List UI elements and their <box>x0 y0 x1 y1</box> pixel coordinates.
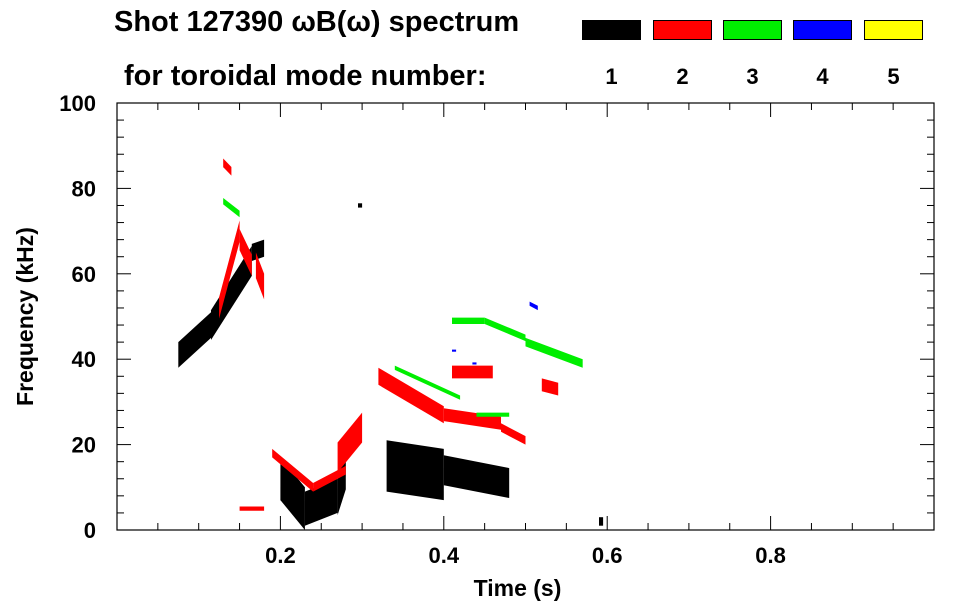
chart-title: Shot 127390 ωB(ω) spectrum <box>114 6 520 38</box>
mode-4-segment-1 <box>452 349 457 352</box>
mode-2-segment-8 <box>443 408 501 430</box>
legend-swatch-1 <box>582 20 641 40</box>
mode-3-segment-5 <box>223 198 240 218</box>
mode-3-segment-4 <box>476 412 510 417</box>
x-tick-label: 0.6 <box>592 543 623 568</box>
axis-tick-labels: 0.2 0.4 0.6 0.8 0 20 40 60 80 100 <box>59 91 786 568</box>
y-axis-label: Frequency (kHz) <box>12 227 38 406</box>
mode-2-segment-7 <box>378 367 444 424</box>
mode-2-segment-6 <box>337 412 363 473</box>
chart-subtitle: for toroidal mode number: <box>124 60 487 92</box>
mode-3-segment-3 <box>394 365 461 400</box>
y-tick-label: 80 <box>72 176 96 201</box>
y-tick-label: 100 <box>59 91 96 116</box>
mode-4-segment-0 <box>529 301 538 311</box>
mode-1-segment-6 <box>386 440 444 501</box>
y-tick-label: 0 <box>84 518 96 543</box>
legend-swatch-5 <box>864 20 923 40</box>
mode-2-segment-11 <box>541 378 559 396</box>
mode-2-segment-10 <box>452 365 493 379</box>
mode-2-segment-9 <box>501 423 526 445</box>
mode-1-segment-9 <box>599 517 604 526</box>
mode-1-segment-0 <box>178 312 211 368</box>
plot-frame <box>116 102 935 531</box>
mode-2-segment-0 <box>219 220 240 319</box>
axis-ticks <box>117 103 934 530</box>
legend-label-3: 3 <box>746 64 759 89</box>
y-tick-label: 40 <box>72 347 96 372</box>
x-tick-label: 0.2 <box>265 543 296 568</box>
legend-label-2: 2 <box>676 64 689 89</box>
legend-label-1: 1 <box>605 64 618 89</box>
x-tick-label: 0.8 <box>755 543 786 568</box>
mode-3-segment-0 <box>452 317 485 324</box>
x-axis-label: Time (s) <box>474 575 562 601</box>
mode-1-segment-8 <box>358 203 363 208</box>
mode-1-segment-1 <box>211 246 252 340</box>
legend-label-5: 5 <box>887 64 900 89</box>
y-tick-label: 20 <box>72 433 96 458</box>
x-tick-label: 0.4 <box>429 543 460 568</box>
mode-2-segment-4 <box>272 448 314 492</box>
mode-3-segment-2 <box>525 337 583 368</box>
mode-2-segment-12 <box>223 158 232 176</box>
mode-1-segment-7 <box>443 455 510 498</box>
mode-1-segment-3 <box>280 457 305 530</box>
mode-2-segment-3 <box>239 506 265 511</box>
y-tick-label: 60 <box>72 262 96 287</box>
legend-label-4: 4 <box>816 64 829 89</box>
mode-3-segment-1 <box>484 317 526 342</box>
legend-swatch-3 <box>723 20 782 40</box>
legend-swatch-4 <box>793 20 852 40</box>
mode-2-segment-2 <box>255 252 265 300</box>
legend-swatch-2 <box>653 20 712 40</box>
mode-1-segment-2 <box>251 239 265 261</box>
plot-marks <box>178 158 604 530</box>
mode-2-segment-1 <box>239 229 252 276</box>
mode-4-segment-2 <box>472 362 477 365</box>
